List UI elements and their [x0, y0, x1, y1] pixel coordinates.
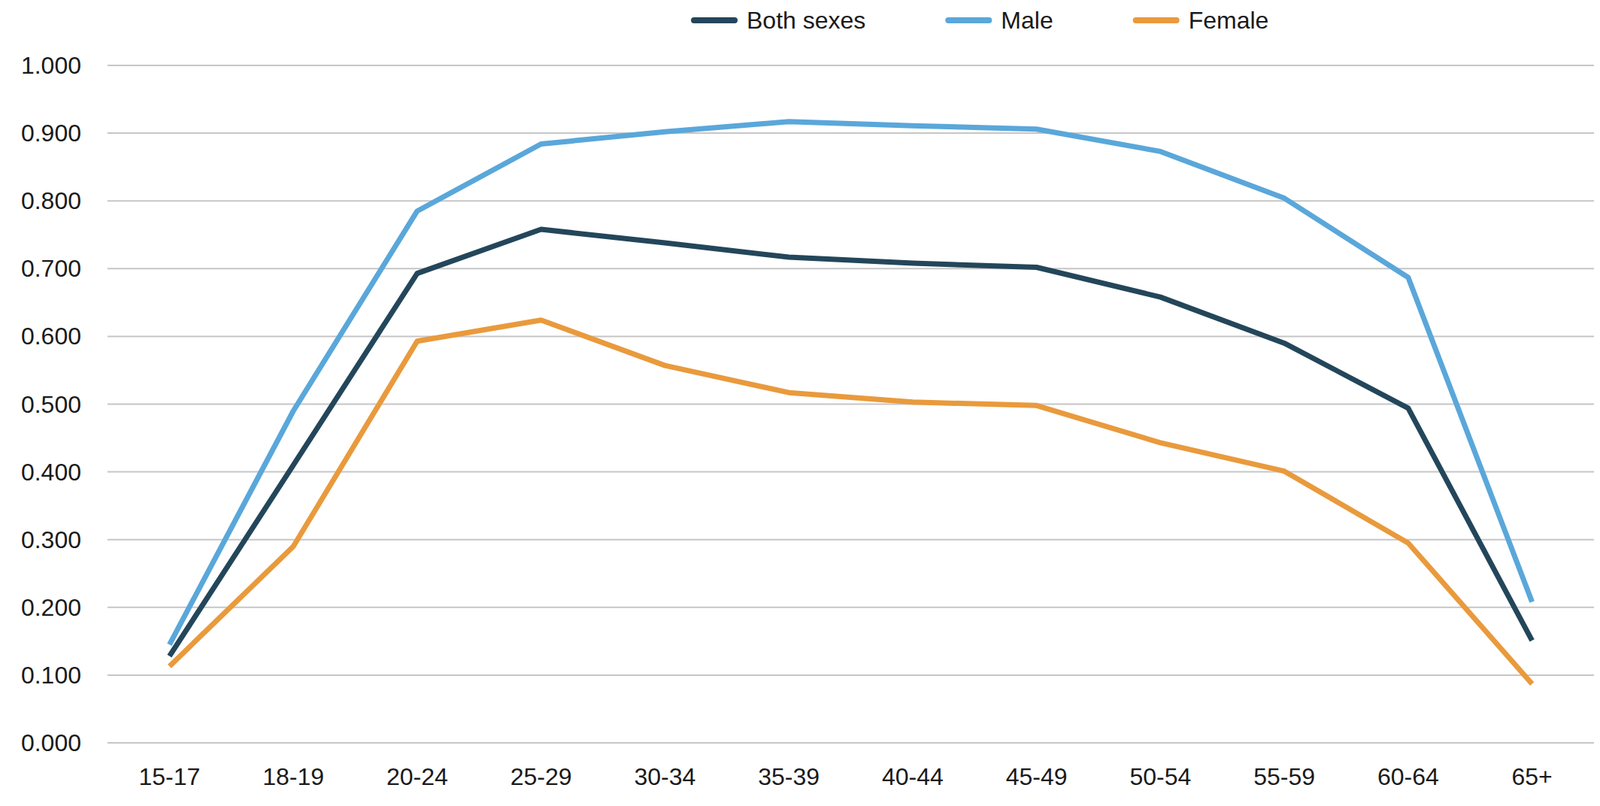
chart-svg: 0.000 0.100 0.200 0.300 0.400 0.500 0.600 0.700… — [0, 0, 1600, 806]
grid-line — [107, 742, 1594, 744]
grid-line — [107, 200, 1594, 202]
grid-line — [107, 539, 1594, 541]
y-tick-label: 1.000 — [21, 51, 82, 79]
x-tick-label: 50-54 — [1129, 763, 1191, 791]
legend-label: Male — [1000, 6, 1053, 34]
legend-swatch — [948, 17, 989, 24]
y-tick-label: 0.200 — [21, 593, 82, 622]
legend: Both sexes Male Female — [693, 6, 1269, 34]
grid-line — [107, 606, 1594, 609]
y-tick-label: 0.300 — [21, 526, 82, 554]
series-line — [169, 320, 1532, 685]
x-tick-label: 60-64 — [1377, 763, 1440, 791]
y-tick-label: 0.500 — [21, 390, 82, 419]
x-tick-label: 25-29 — [510, 763, 573, 791]
series-line — [169, 229, 1532, 657]
grid-line — [107, 674, 1594, 676]
legend-swatch — [693, 17, 735, 24]
y-tick-label: 0.800 — [21, 187, 82, 215]
grid-line — [107, 471, 1594, 473]
x-tick-label: 55-59 — [1253, 763, 1316, 791]
x-tick-label: 40-44 — [881, 763, 944, 791]
x-axis-line — [107, 742, 1594, 744]
series-lines — [169, 121, 1532, 685]
legend-label: Female — [1188, 6, 1270, 34]
x-tick-label: 65+ — [1511, 763, 1552, 791]
chart-container: 0.000 0.100 0.200 0.300 0.400 0.500 0.600 0.700… — [0, 0, 1600, 806]
grid — [107, 65, 1594, 743]
y-tick-label: 0.100 — [21, 661, 82, 689]
legend-label: Both sexes — [746, 6, 866, 34]
grid-line — [107, 132, 1594, 134]
series-line — [169, 121, 1532, 646]
y-tick-label: 0.900 — [21, 119, 82, 147]
grid-line — [107, 64, 1594, 67]
y-tick-label: 0.700 — [21, 254, 82, 282]
x-tick-label: 15-17 — [138, 763, 200, 791]
x-tick-label: 20-24 — [386, 763, 449, 791]
grid-line — [107, 267, 1594, 270]
legend-swatch — [1136, 17, 1177, 24]
y-tick-label: 0.600 — [21, 322, 82, 350]
x-tick-label: 18-19 — [262, 763, 325, 791]
y-tick-label: 0.400 — [21, 458, 82, 486]
grid-line — [107, 335, 1594, 337]
y-tick-label: 0.000 — [21, 729, 82, 757]
x-tick-label: 30-34 — [633, 763, 696, 791]
x-tick-label: 35-39 — [757, 763, 820, 791]
x-tick-label: 45-49 — [1006, 763, 1068, 791]
